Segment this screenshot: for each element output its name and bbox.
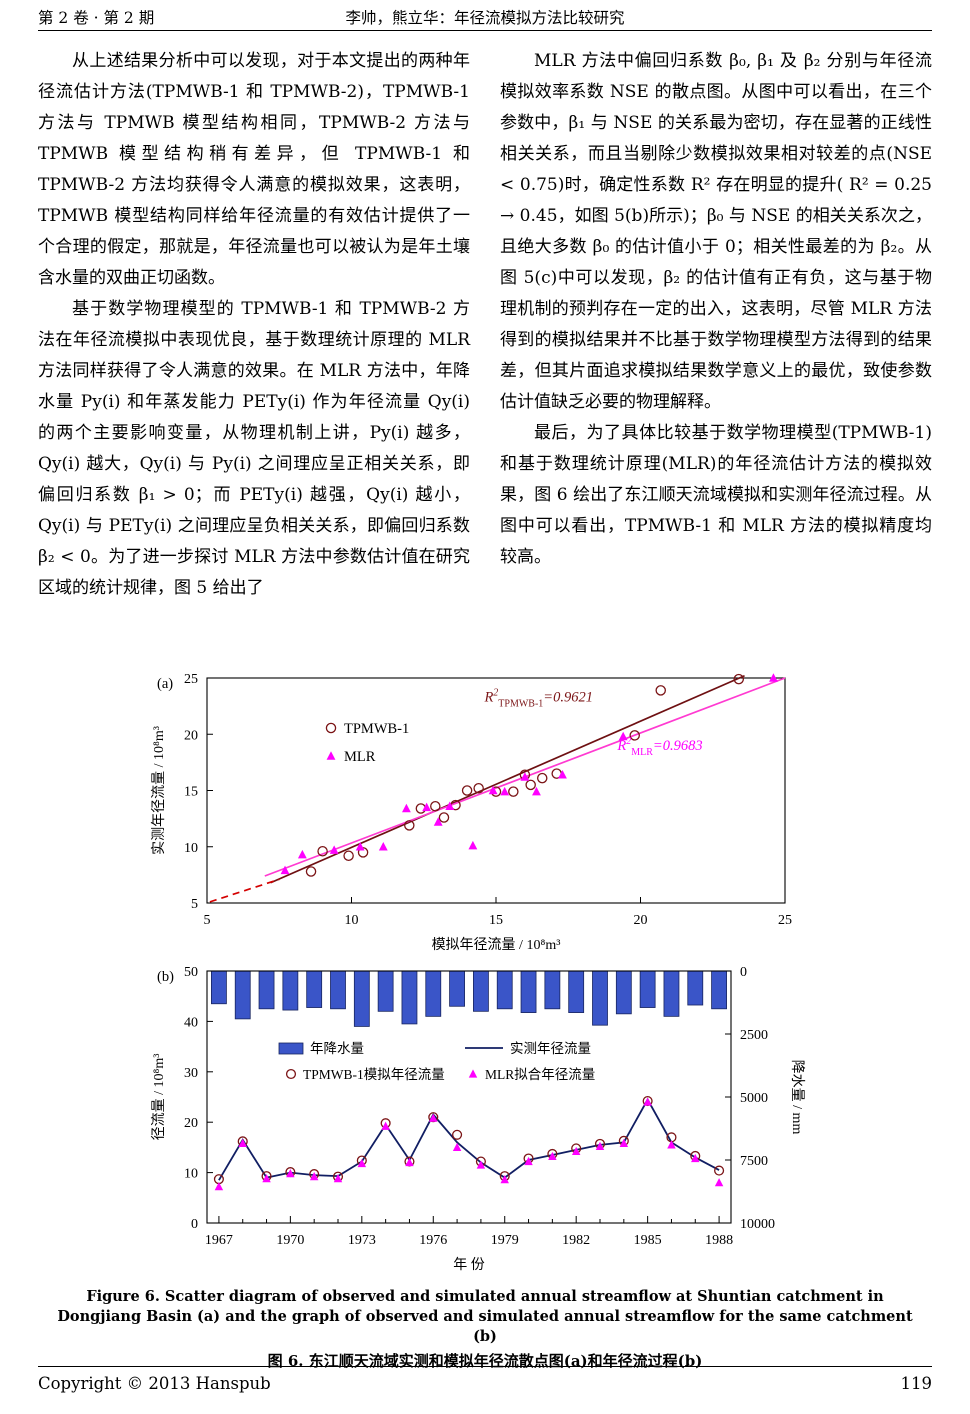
svg-text:50: 50 [184, 965, 198, 980]
svg-text:年 份: 年 份 [453, 1257, 485, 1273]
figure-caption-zh: 图 6. 东江顺天流域实测和模拟年径流散点图(a)和年径流过程(b) [267, 1352, 703, 1370]
left-column: 从上述结果分析中可以发现，对于本文提出的两种年径流估计方法(TPMWB-1 和 … [38, 46, 470, 604]
figure-caption-en: Figure 6. Scatter diagram of observed an… [57, 1288, 913, 1345]
svg-text:7500: 7500 [740, 1154, 768, 1169]
svg-text:1973: 1973 [348, 1233, 376, 1248]
svg-text:0: 0 [740, 965, 747, 980]
figure-6: 5 10 15 20 25 5 10 15 20 25 模拟年径流量 / 10⁸m³ 实测年径流量 /… [0, 666, 970, 1371]
svg-text:20: 20 [634, 913, 648, 928]
svg-text:1982: 1982 [562, 1233, 590, 1248]
svg-text:25: 25 [778, 913, 792, 928]
svg-text:25: 25 [184, 672, 198, 687]
svg-text:0: 0 [191, 1217, 198, 1232]
svg-text:10000: 10000 [740, 1217, 775, 1232]
svg-text:1976: 1976 [419, 1233, 447, 1248]
svg-text:1970: 1970 [276, 1233, 304, 1248]
svg-text:(a): (a) [157, 676, 173, 692]
svg-text:MLR: MLR [344, 749, 376, 765]
svg-text:径流量 / 10⁸m³: 径流量 / 10⁸m³ [151, 1054, 167, 1141]
svg-text:5: 5 [191, 897, 198, 912]
svg-text:20: 20 [184, 1116, 198, 1131]
svg-text:实测年径流量: 实测年径流量 [510, 1041, 591, 1056]
svg-text:TPMWB-1模拟年径流量: TPMWB-1模拟年径流量 [303, 1067, 445, 1082]
svg-text:15: 15 [184, 785, 198, 800]
copyright-text: Copyright © 2013 Hanspub [38, 1374, 271, 1393]
svg-text:30: 30 [184, 1066, 198, 1081]
paragraph: MLR 方法中偏回归系数 β₀, β₁ 及 β₂ 分别与年径流模拟效率系数 NS… [500, 51, 932, 412]
svg-text:模拟年径流量 / 10⁸m³: 模拟年径流量 / 10⁸m³ [432, 937, 561, 953]
svg-text:2500: 2500 [740, 1028, 768, 1043]
scatter-chart: 5 10 15 20 25 5 10 15 20 25 模拟年径流量 / 10⁸m³ 实测年径流量 /… [151, 672, 792, 953]
svg-text:1988: 1988 [705, 1233, 733, 1248]
svg-text:降水量 / mm: 降水量 / mm [789, 1060, 805, 1135]
runoff-precip-chart: 0 10 20 30 40 50 0 2500 5000 7500 10000 1967 1970 197… [151, 965, 805, 1273]
running-title: 李帅，熊立华：年径流模拟方法比较研究 [345, 9, 625, 27]
svg-text:年降水量: 年降水量 [310, 1041, 364, 1056]
journal-issue: 第 2 卷 · 第 2 期 [38, 9, 155, 27]
svg-text:40: 40 [184, 1015, 198, 1030]
page-number: 119 [900, 1374, 933, 1393]
page-footer: Copyright © 2013 Hanspub 119 [38, 1366, 932, 1404]
svg-text:1985: 1985 [634, 1233, 662, 1248]
svg-text:(b): (b) [157, 969, 174, 985]
svg-text:15: 15 [489, 913, 503, 928]
svg-text:R2TPMWB-1=0.9621: R2TPMWB-1=0.9621 [483, 688, 593, 710]
right-column: MLR 方法中偏回归系数 β₀, β₁ 及 β₂ 分别与年径流模拟效率系数 NS… [500, 46, 932, 604]
svg-text:1967: 1967 [205, 1233, 233, 1248]
svg-text:1979: 1979 [491, 1233, 519, 1248]
svg-text:10: 10 [184, 841, 198, 856]
svg-text:20: 20 [184, 728, 198, 743]
paragraph: 从上述结果分析中可以发现，对于本文提出的两种年径流估计方法(TPMWB-1 和 … [38, 51, 470, 288]
paragraph: 最后，为了具体比较基于数学物理模型(TPMWB-1)和基于数理统计原理(MLR)… [500, 423, 932, 567]
paragraph: 基于数学物理模型的 TPMWB-1 和 TPMWB-2 方法在年径流模拟中表现优… [38, 299, 470, 598]
svg-text:TPMWB-1: TPMWB-1 [344, 721, 409, 737]
svg-text:实测年径流量 / 10⁸m³: 实测年径流量 / 10⁸m³ [151, 726, 167, 855]
svg-text:MLR拟合年径流量: MLR拟合年径流量 [485, 1067, 595, 1082]
svg-text:5: 5 [204, 913, 211, 928]
svg-text:5000: 5000 [740, 1091, 768, 1106]
page-header: 第 2 卷 · 第 2 期 李帅，熊立华：年径流模拟方法比较研究 [38, 6, 932, 31]
svg-text:R2MLR=0.9683: R2MLR=0.9683 [616, 736, 702, 758]
body-columns: 从上述结果分析中可以发现，对于本文提出的两种年径流估计方法(TPMWB-1 和 … [38, 46, 932, 604]
svg-text:10: 10 [345, 913, 359, 928]
svg-text:10: 10 [184, 1167, 198, 1182]
